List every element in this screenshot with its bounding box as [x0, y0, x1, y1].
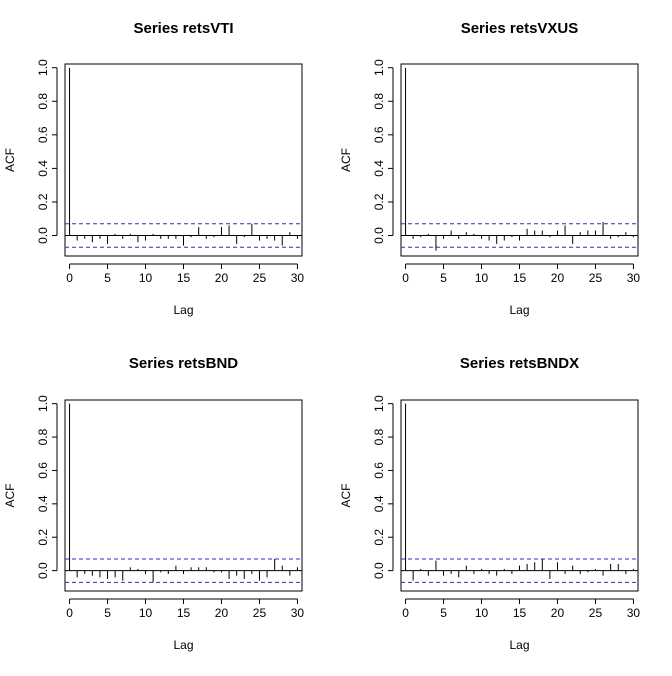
chart-title: Series retsVXUS	[461, 20, 579, 37]
acf-panel: Series retsBNDX 0 5 10 15 20 25 30 0.0 0.2 0.4 0.6 0…	[339, 355, 640, 652]
x-tick-label: 0	[66, 606, 73, 620]
x-tick-label: 10	[139, 606, 153, 620]
y-tick-label: 0.0	[36, 227, 50, 244]
y-axis-label: ACF	[339, 148, 353, 172]
y-tick-label: 0.0	[36, 562, 50, 579]
y-tick-label: 0.4	[372, 160, 386, 177]
x-tick-label: 30	[291, 606, 305, 620]
plot-frame	[400, 63, 639, 257]
y-tick-label: 0.8	[36, 93, 50, 110]
x-tick-label: 0	[66, 271, 73, 285]
chart-title: Series retsBND	[129, 355, 238, 372]
y-tick-label: 0.4	[36, 495, 50, 512]
chart-title: Series retsBNDX	[460, 355, 579, 372]
x-tick-label: 5	[440, 271, 447, 285]
plot-frame	[64, 399, 303, 592]
x-tick-label: 10	[475, 271, 489, 285]
x-tick-label: 25	[253, 606, 267, 620]
x-tick-label: 30	[627, 606, 641, 620]
y-axis-label: ACF	[339, 484, 353, 508]
x-tick-label: 0	[402, 271, 409, 285]
plot-frame	[400, 399, 639, 592]
x-tick-label: 5	[104, 606, 111, 620]
acf-panel: Series retsVTI 0 5 10 15 20 25 30 0.0 0.2 0.4 0.6 0.…	[3, 20, 304, 317]
x-tick-label: 15	[513, 271, 527, 285]
y-tick-label: 0.6	[36, 462, 50, 479]
y-tick-label: 0.6	[36, 126, 50, 143]
y-tick-label: 1.0	[36, 395, 50, 412]
chart-title: Series retsVTI	[133, 20, 233, 37]
acf-panel: Series retsVXUS 0 5 10 15 20 25 30 0.0 0.2 0.4 0.6 0…	[339, 20, 640, 317]
x-tick-label: 25	[589, 271, 603, 285]
x-tick-label: 20	[215, 606, 229, 620]
y-tick-label: 1.0	[372, 59, 386, 76]
x-tick-label: 10	[139, 271, 153, 285]
y-tick-label: 0.8	[372, 428, 386, 445]
x-tick-label: 30	[291, 271, 305, 285]
y-tick-label: 1.0	[36, 59, 50, 76]
x-tick-label: 30	[627, 271, 641, 285]
x-tick-label: 15	[177, 271, 191, 285]
y-tick-label: 0.8	[372, 93, 386, 110]
x-tick-label: 20	[551, 606, 565, 620]
y-tick-label: 0.8	[36, 428, 50, 445]
y-tick-label: 0.2	[36, 193, 50, 210]
y-tick-label: 0.4	[372, 495, 386, 512]
x-tick-label: 5	[440, 606, 447, 620]
y-tick-label: 0.0	[372, 227, 386, 244]
x-tick-label: 20	[215, 271, 229, 285]
x-axis-label: Lag	[509, 303, 529, 317]
x-axis-label: Lag	[173, 638, 193, 652]
acf-panel: Series retsBND 0 5 10 15 20 25 30 0.0 0.2 0.4 0.6 0.…	[3, 355, 304, 652]
y-tick-label: 0.6	[372, 126, 386, 143]
y-tick-label: 0.2	[372, 193, 386, 210]
x-tick-label: 15	[177, 606, 191, 620]
x-tick-label: 25	[253, 271, 267, 285]
y-tick-label: 0.2	[36, 529, 50, 546]
y-tick-label: 1.0	[372, 395, 386, 412]
y-tick-label: 0.0	[372, 562, 386, 579]
y-tick-label: 0.6	[372, 462, 386, 479]
x-tick-label: 25	[589, 606, 603, 620]
y-tick-label: 0.2	[372, 529, 386, 546]
x-tick-label: 15	[513, 606, 527, 620]
x-tick-label: 5	[104, 271, 111, 285]
y-axis-label: ACF	[3, 148, 17, 172]
x-axis-label: Lag	[509, 638, 529, 652]
x-tick-label: 0	[402, 606, 409, 620]
y-axis-label: ACF	[3, 484, 17, 508]
x-axis-label: Lag	[173, 303, 193, 317]
x-tick-label: 10	[475, 606, 489, 620]
x-tick-label: 20	[551, 271, 565, 285]
y-tick-label: 0.4	[36, 160, 50, 177]
plot-frame	[64, 63, 303, 257]
